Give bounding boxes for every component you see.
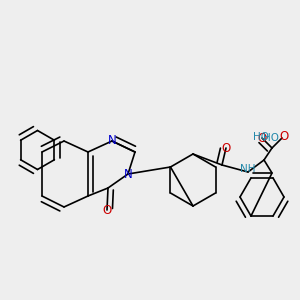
Text: HO: HO [253, 131, 268, 142]
Text: HO: HO [263, 133, 279, 143]
Text: N: N [108, 134, 116, 148]
Text: O: O [221, 142, 231, 154]
Text: N: N [124, 167, 132, 181]
Text: O: O [102, 203, 112, 217]
Text: NH: NH [240, 164, 256, 174]
Text: O: O [279, 130, 288, 143]
Text: O: O [257, 131, 267, 145]
